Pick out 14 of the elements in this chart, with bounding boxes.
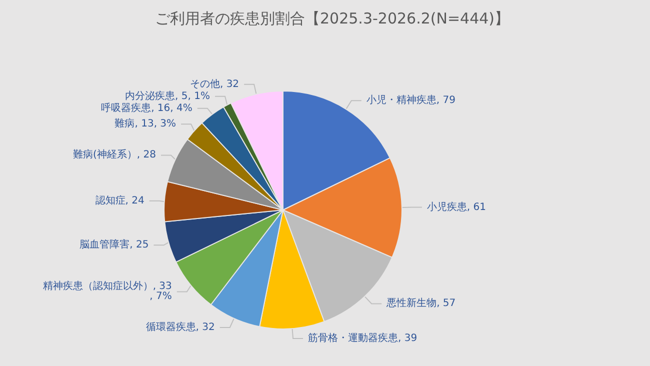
slice-label: 筋骨格・運動器疾患, 39 (308, 332, 418, 344)
slice-label: 認知症, 24 (95, 194, 144, 206)
slice-label: 小児疾患, 61 (426, 200, 486, 213)
chart-title: ご利用者の疾患別割合【2025.3-2026.2(N=444)】 (155, 10, 510, 28)
slice-label: 難病, 13, 3% (114, 118, 176, 130)
slice-label: 循環器疾患, 32 (146, 321, 215, 334)
slice-label: 精神疾患（認知症以外）, 33, 7% (42, 280, 172, 302)
slice-label: 難病(神経系）, 28 (73, 148, 156, 161)
slice-label: 小児・精神疾患, 79 (366, 94, 456, 106)
slice-label: 呼吸器疾患, 16, 4% (101, 102, 192, 114)
slice-label: 悪性新生物, 57 (386, 297, 456, 310)
slice-label: 脳血管障害, 25 (80, 238, 149, 251)
slice-label: その他, 32 (190, 78, 240, 90)
slice-label: 内分泌疾患, 5, 1% (125, 90, 210, 102)
